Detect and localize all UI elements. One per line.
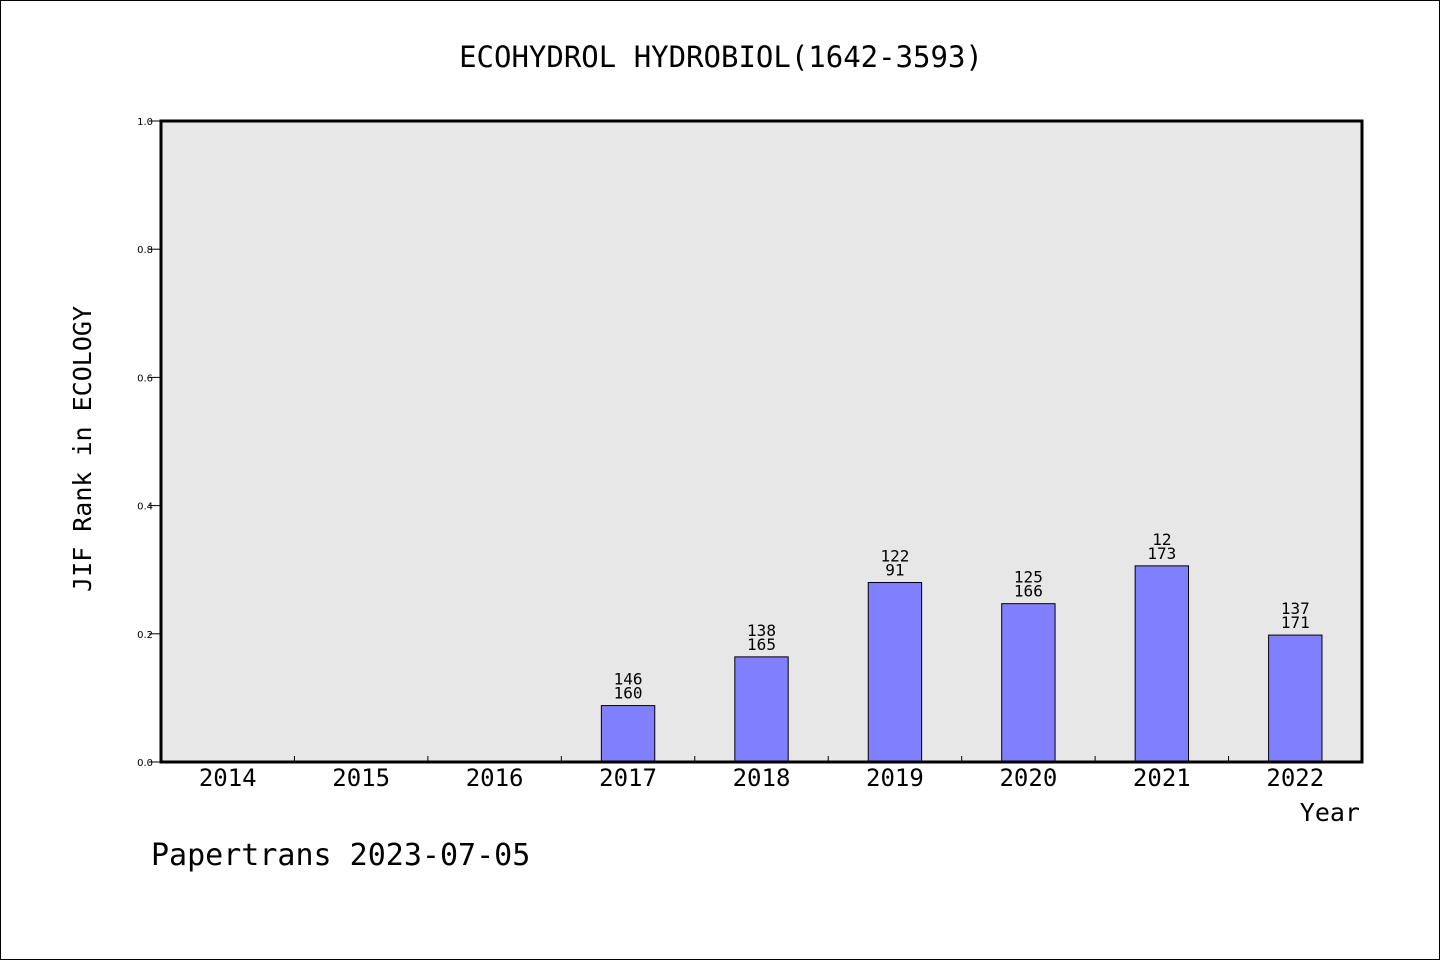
bar-label-top: 146 — [614, 670, 643, 689]
y-tick-label: 1.0 — [137, 117, 153, 128]
bar-label-top: 137 — [1281, 599, 1310, 618]
y-tick-label: 0.8 — [137, 245, 153, 256]
x-tick-label: 2019 — [866, 764, 924, 792]
bar-label-bottom: 173 — [1147, 544, 1176, 563]
x-tick-group: 2014 2015 2016 2017 2018 2019 2020 2021 2022 — [199, 756, 1324, 792]
bar — [1134, 565, 1190, 763]
y-tick-label: 0.2 — [137, 630, 153, 641]
bar-label-bottom: 165 — [747, 635, 776, 654]
bar — [867, 582, 923, 763]
bar — [1268, 634, 1323, 763]
x-tick-label: 2018 — [733, 764, 791, 792]
x-tick-label: 2021 — [1133, 764, 1191, 792]
bar-label-bottom: 91 — [885, 561, 904, 580]
chart-title: ECOHYDROL HYDROBIOL(1642-3593) — [459, 40, 983, 74]
x-axis-label: Year — [1300, 798, 1360, 827]
y-axis-label: JIF Rank in ECOLOGY — [68, 306, 97, 592]
x-tick-label: 2016 — [466, 764, 524, 792]
x-tick-label: 2014 — [199, 764, 257, 792]
x-tick-label: 2015 — [332, 764, 390, 792]
bar-label-top: 125 — [1014, 568, 1043, 587]
y-tick-label: 0.6 — [137, 373, 153, 384]
bar-label-top: 138 — [747, 621, 776, 640]
bar-label-top: 12 — [1152, 530, 1171, 549]
bar — [600, 705, 656, 763]
y-tick-label: 0.0 — [137, 758, 153, 769]
bar-label-top: 122 — [880, 547, 909, 566]
bar — [734, 656, 789, 763]
bar-label-bottom: 160 — [614, 684, 643, 703]
x-tick-label: 2020 — [999, 764, 1057, 792]
bar-label-bottom: 171 — [1281, 613, 1310, 632]
bar — [1001, 603, 1056, 763]
plot-border — [159, 119, 1364, 764]
x-tick-label: 2022 — [1266, 764, 1324, 792]
x-tick-label: 2017 — [599, 764, 657, 792]
y-tick-group: 0.0 0.2 0.4 0.6 0.8 1.0 — [137, 117, 161, 769]
footer-text: Papertrans 2023-07-05 — [151, 838, 530, 873]
bar-label-bottom: 166 — [1014, 582, 1043, 601]
y-tick-label: 0.4 — [137, 502, 153, 513]
